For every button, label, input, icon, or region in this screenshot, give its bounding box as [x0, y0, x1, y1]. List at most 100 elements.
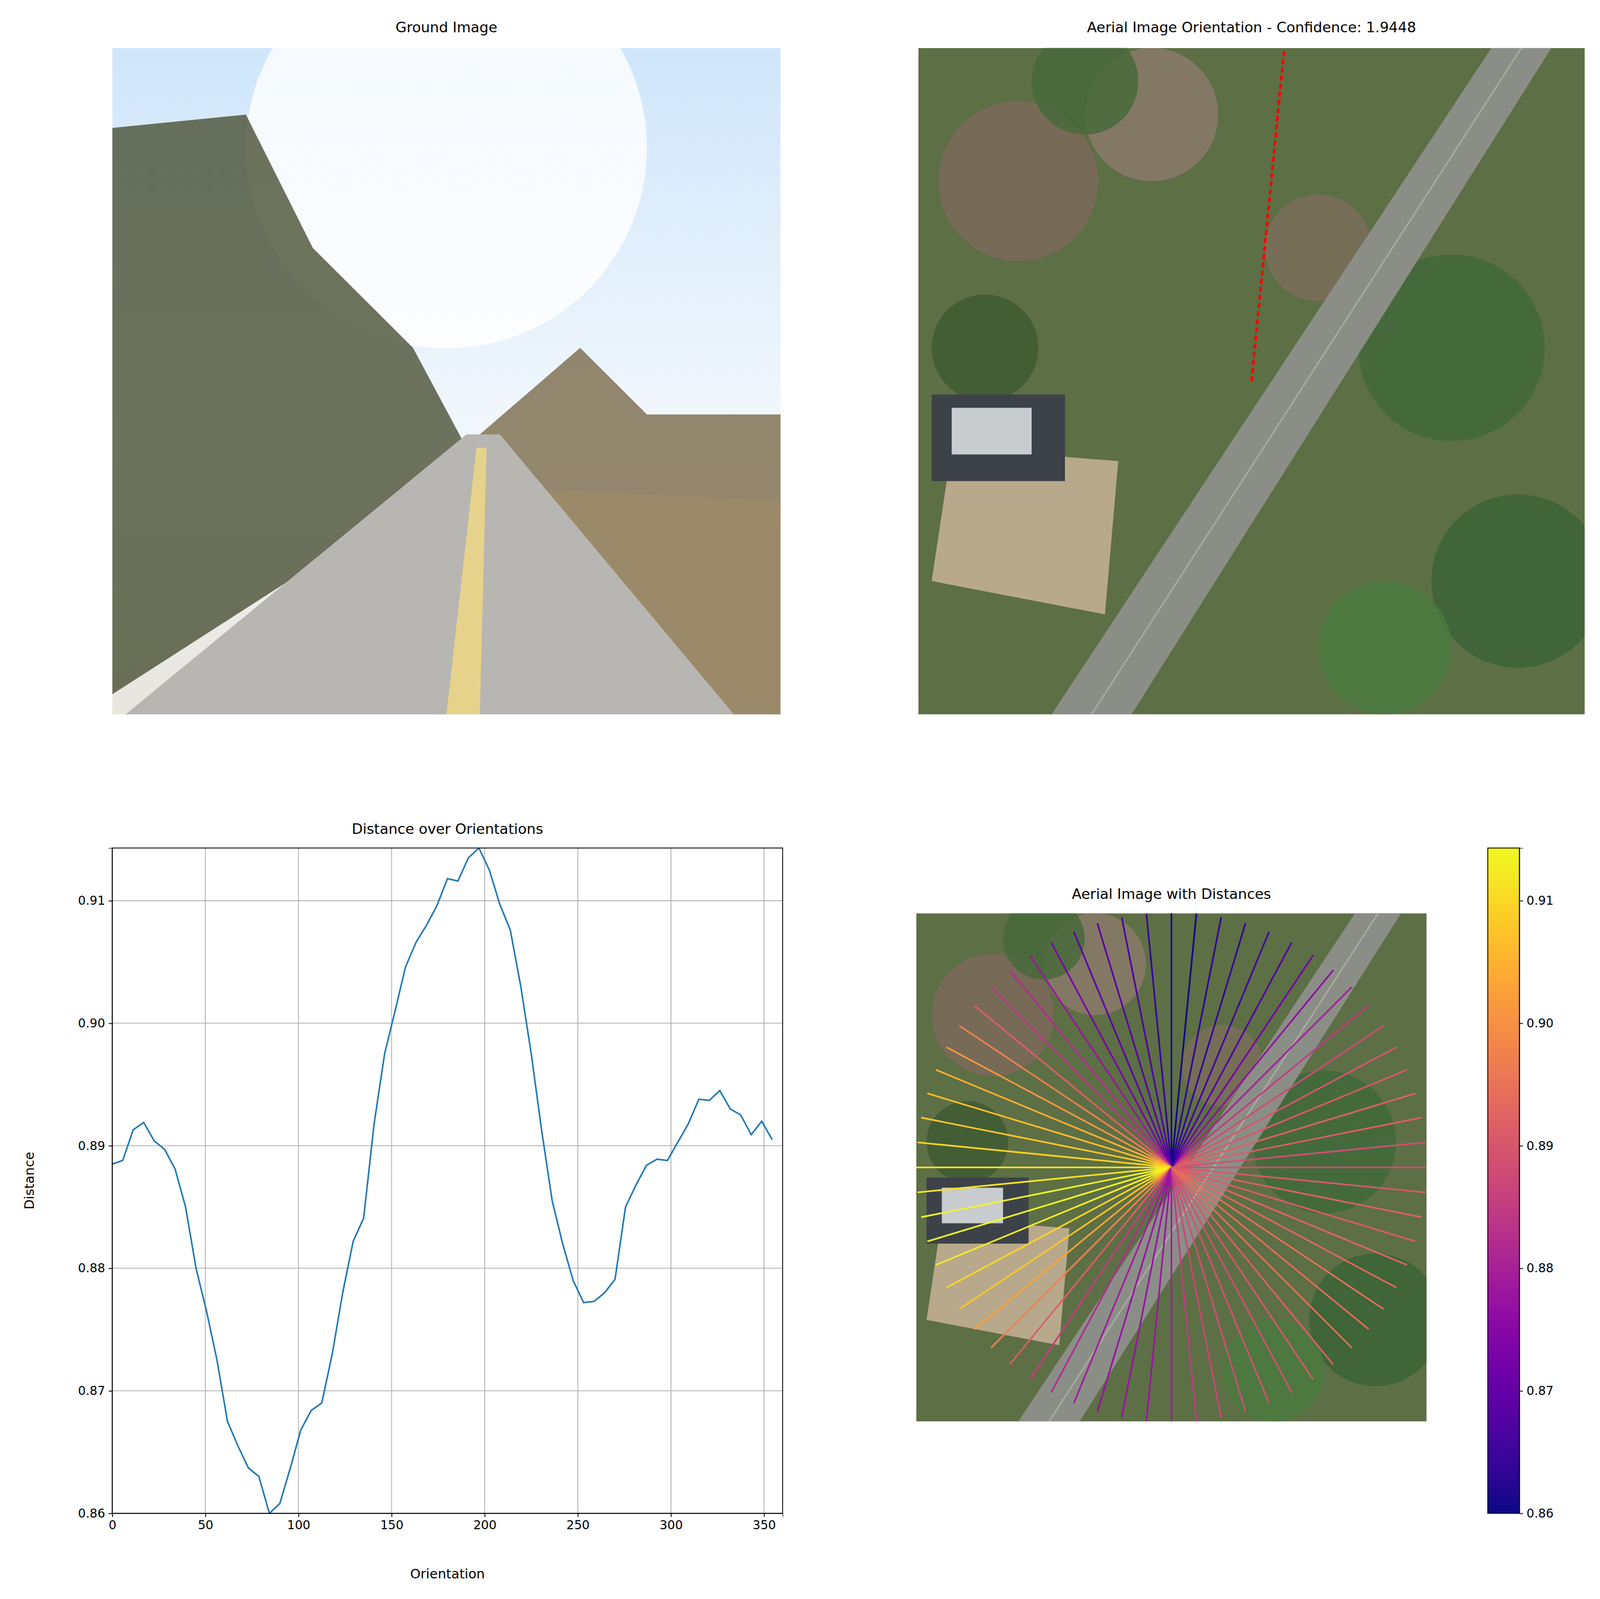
y-tick-mark — [108, 900, 113, 902]
colorbar-tick-mark — [1519, 1145, 1524, 1147]
grid-line-x — [670, 848, 672, 1514]
colorbar-tick-label: 0.91 — [1526, 893, 1554, 908]
y-tick: 0.89 — [78, 1138, 113, 1153]
orientation-ray — [1171, 1167, 1416, 1242]
x-tick: 250 — [566, 1513, 590, 1532]
orientation-ray — [917, 1142, 1172, 1167]
y-tick-label: 0.91 — [78, 893, 106, 908]
colorbar-tick-mark — [1519, 900, 1524, 902]
orientation-ray — [946, 1167, 1172, 1288]
orientation-ray — [1171, 913, 1197, 1168]
orientation-ray — [974, 1005, 1172, 1168]
house — [931, 394, 1065, 482]
grid-line-x — [205, 848, 207, 1514]
colorbar-tick: 0.87 — [1519, 1383, 1554, 1398]
grid-line-y — [112, 1390, 783, 1392]
orientation-ray — [1009, 970, 1172, 1168]
ground-image — [112, 48, 781, 715]
y-tick-label: 0.86 — [78, 1506, 106, 1521]
y-tick-label: 0.88 — [78, 1261, 106, 1275]
colorbar-tick: 0.90 — [1519, 1016, 1554, 1031]
x-tick-mark — [298, 1513, 300, 1517]
orientation-ray — [1171, 1046, 1396, 1167]
predicted-orientation — [1251, 50, 1285, 382]
plot-area — [112, 848, 772, 1514]
grid-line-y — [112, 1022, 783, 1024]
y-tick-mark — [108, 1145, 113, 1147]
x-tick-mark — [205, 1513, 207, 1517]
y-tick: 0.88 — [78, 1261, 113, 1275]
orientation-ray — [1171, 1166, 1427, 1169]
x-axis-line — [112, 1513, 784, 1517]
road — [125, 434, 734, 715]
y-tick-mark — [108, 1267, 113, 1270]
title: Aerial Image Orientation - Confidence: 1… — [1087, 19, 1416, 36]
colorbar-tick-mark — [1519, 1023, 1524, 1025]
grid-line-y — [112, 1267, 783, 1270]
aerial-image — [918, 48, 1585, 715]
colorbar-tick: 0.89 — [1519, 1138, 1554, 1153]
y-axis-title: Distance — [21, 1151, 38, 1210]
x-tick: 50 — [197, 1513, 214, 1532]
title: Ground Image — [395, 19, 498, 36]
colorbar-axis-line — [1519, 848, 1523, 1514]
orientation-ray — [1121, 1167, 1172, 1418]
orientation-ray — [1073, 931, 1172, 1168]
orientation-ray — [974, 1167, 1172, 1330]
radial-image — [916, 913, 1427, 1422]
tree-patch — [1031, 48, 1139, 135]
tree-patch — [1003, 913, 1085, 980]
colorbar-tick-mark — [1519, 1267, 1524, 1270]
orientation-ray — [1029, 955, 1172, 1168]
x-tick: 0 — [108, 1513, 117, 1532]
road-line — [446, 447, 487, 715]
grid-line-x — [298, 848, 300, 1514]
title: Aerial Image with Distances — [1071, 885, 1272, 903]
orientation-ray — [1171, 970, 1333, 1168]
colorbar-axis: 0.860.870.880.890.900.91 — [1519, 848, 1554, 1521]
orientation-ray — [1171, 1025, 1384, 1168]
x-tick: 300 — [659, 1513, 683, 1532]
colorbar-tick-mark — [1519, 1513, 1524, 1515]
y-tick: 0.87 — [78, 1383, 113, 1398]
colorbar-tick-label: 0.89 — [1526, 1138, 1554, 1153]
x-axis: 0 50 100 150 200 250 300 350 — [108, 1513, 783, 1532]
orientation-ray — [1170, 913, 1173, 1168]
orientation-ray — [927, 1093, 1172, 1168]
colorbar-tick: 0.91 — [1519, 893, 1554, 908]
orientation-ray — [1171, 1167, 1422, 1218]
x-tick-mark — [391, 1513, 393, 1517]
orientation-ray — [1171, 931, 1270, 1168]
house-roof — [941, 1187, 1004, 1224]
orientation-ray — [1051, 942, 1172, 1167]
orientation-ray — [1073, 1167, 1172, 1404]
x-tick: 150 — [380, 1513, 404, 1532]
title: Distance over Orientations — [351, 820, 544, 838]
x-tick: 200 — [473, 1513, 497, 1532]
y-tick: 0.90 — [78, 1016, 113, 1031]
x-tick-mark — [484, 1513, 486, 1517]
x-tick-label: 350 — [752, 1518, 777, 1532]
orientation-ray — [1171, 923, 1246, 1168]
y-tick-mark — [108, 1023, 113, 1025]
grid-line-x — [763, 848, 765, 1514]
y-tick-mark — [108, 1390, 113, 1392]
orientation-ray — [1146, 1167, 1172, 1422]
grid-line-y — [112, 1145, 783, 1147]
x-tick-label: 250 — [566, 1518, 590, 1532]
orientation-ray — [1171, 1167, 1313, 1380]
x-tick-label: 100 — [287, 1518, 311, 1532]
orientation-ray — [921, 1117, 1172, 1168]
y-tick: 0.91 — [78, 893, 113, 908]
road — [1051, 48, 1552, 715]
radial-lines — [916, 913, 1427, 1422]
orientation-ray — [1171, 1069, 1408, 1168]
y-tick-label: 0.87 — [78, 1383, 106, 1398]
grid — [112, 848, 783, 1514]
x-tick-label: 0 — [108, 1518, 117, 1532]
figure: Ground Image Aerial Image Orientation - C… — [0, 0, 1600, 1599]
x-tick-label: 50 — [197, 1518, 214, 1532]
colorbar-tick-label: 0.86 — [1526, 1506, 1554, 1521]
x-tick: 350 — [752, 1513, 777, 1532]
orientation-ray — [1171, 1167, 1270, 1404]
